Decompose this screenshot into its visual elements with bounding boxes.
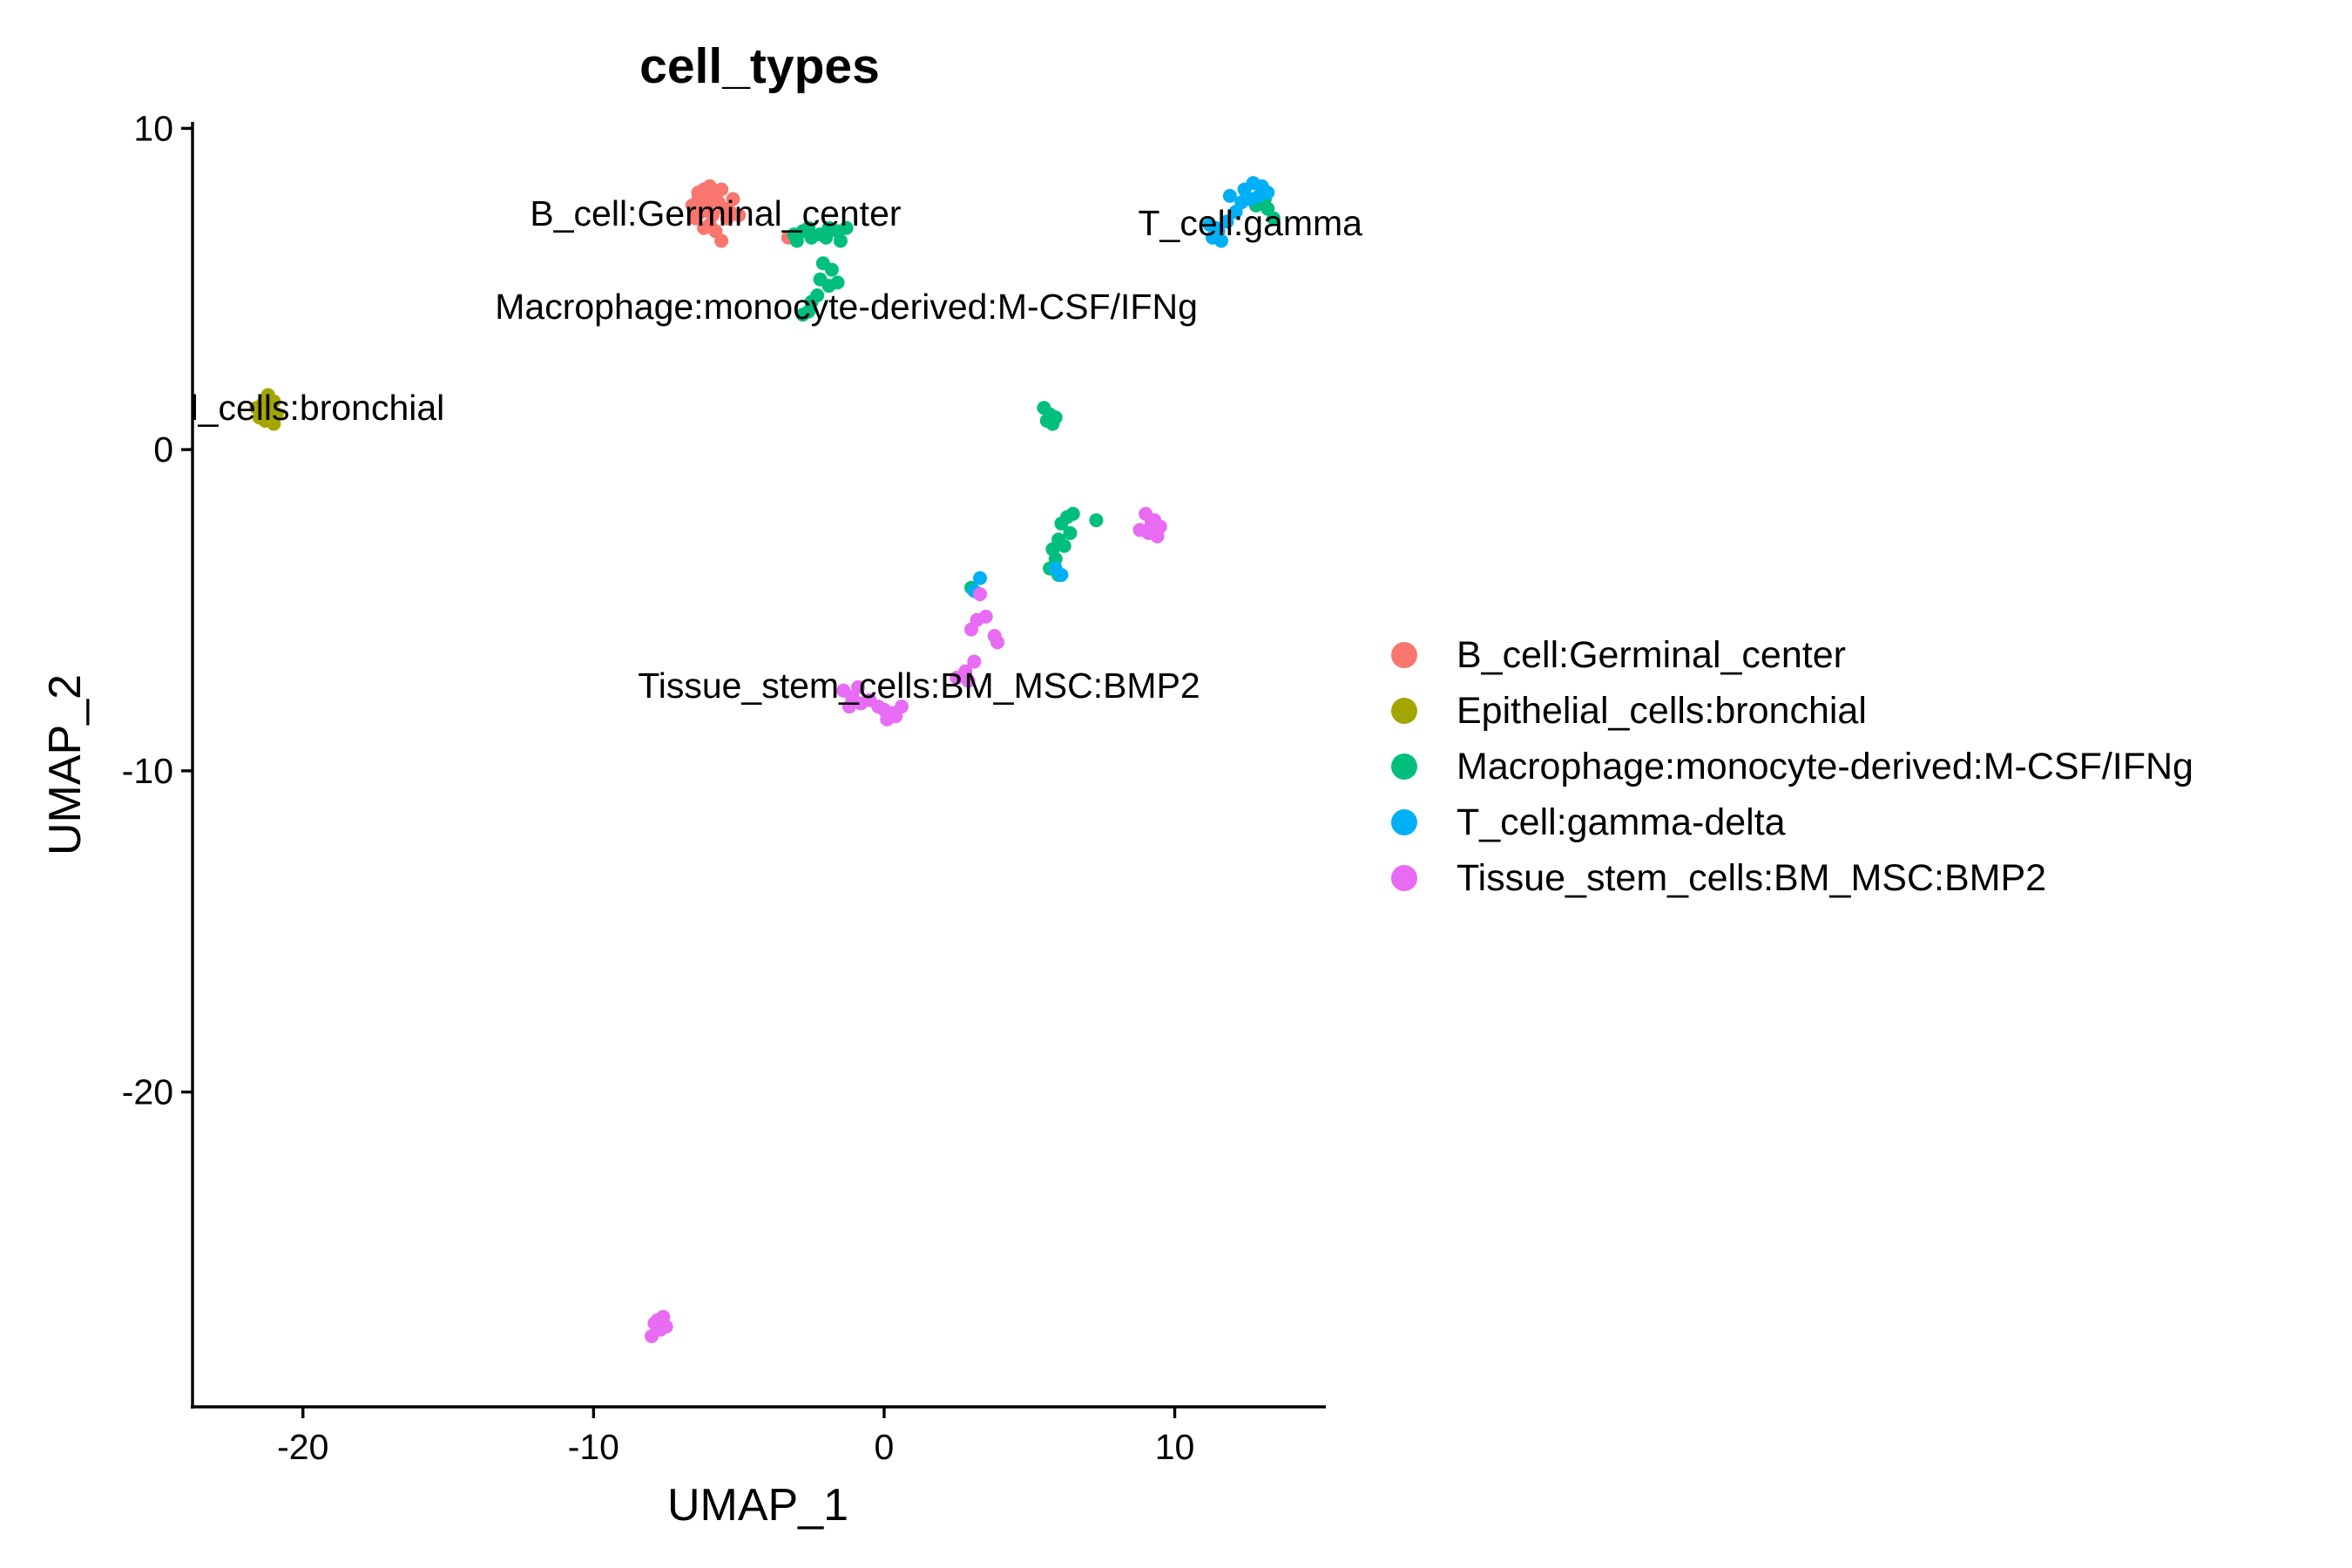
y-tick-label: -10: [122, 751, 173, 791]
point-tissue-stem-cells-bm-msc-bmp2: [964, 622, 979, 637]
point-tissue-stem-cells-bm-msc-bmp2: [967, 654, 982, 669]
cluster-labels-layer: B_cell:Germinal_center T_cell:gamma Macrop…: [191, 193, 1363, 706]
point-t-cell-gamma-delta: [1222, 188, 1237, 203]
legend-label: B_cell:Germinal_center: [1456, 634, 1846, 676]
legend-label: Macrophage:monocyte-derived:M-CSF/IFNg: [1456, 746, 2193, 787]
point-macrophage-monocyte-derived-m-csf-ifng: [1089, 513, 1104, 528]
point-tissue-stem-cells-bm-msc-bmp2: [950, 670, 964, 685]
point-t-cell-gamma-delta: [1054, 567, 1069, 582]
point-tissue-stem-cells-bm-msc-bmp2: [645, 1328, 659, 1343]
point-epithelial-cells-bronchial: [249, 401, 264, 416]
cluster-label: Tissue_stem_cells:BM_MSC:BMP2: [638, 666, 1200, 706]
chart-title: cell_types: [639, 38, 880, 94]
legend-key-macrophage-monocyte-derived-m-csf-ifng: [1391, 754, 1417, 780]
point-macrophage-monocyte-derived-m-csf-ifng: [1054, 516, 1069, 531]
point-tissue-stem-cells-bm-msc-bmp2: [880, 712, 895, 727]
cluster-label: Macrophage:monocyte-derived:M-CSF/IFNg: [495, 287, 1198, 327]
cluster-label: T_cell:gamma: [1139, 203, 1363, 243]
point-b-cell-germinal-center: [726, 192, 740, 206]
y-axis-title: UMAP_2: [40, 674, 91, 855]
point-b-cell-germinal-center: [723, 205, 738, 220]
point-b-cell-germinal-center: [714, 233, 729, 248]
point-b-cell-germinal-center: [685, 198, 700, 213]
point-tissue-stem-cells-bm-msc-bmp2: [850, 680, 865, 694]
point-macrophage-monocyte-derived-m-csf-ifng: [810, 288, 825, 303]
point-tissue-stem-cells-bm-msc-bmp2: [1132, 523, 1147, 537]
cluster-label: l_cells:bronchial: [191, 388, 445, 428]
point-t-cell-gamma-delta: [1213, 233, 1228, 248]
legend: B_cell:Germinal_center Epithelial_cells:b…: [1391, 634, 2193, 899]
y-tick-label: -20: [122, 1072, 173, 1112]
legend-key-b-cell-germinal-center: [1391, 642, 1417, 668]
legend-key-t-cell-gamma-delta: [1391, 809, 1417, 835]
legend-key-epithelial-cells-bronchial: [1391, 698, 1417, 724]
point-macrophage-monocyte-derived-m-csf-ifng: [1057, 538, 1071, 553]
point-macrophage-monocyte-derived-m-csf-ifng: [1266, 211, 1281, 226]
point-macrophage-monocyte-derived-m-csf-ifng: [801, 220, 816, 235]
point-macrophage-monocyte-derived-m-csf-ifng: [795, 308, 810, 322]
point-b-cell-germinal-center: [697, 220, 712, 235]
point-b-cell-germinal-center: [688, 211, 703, 226]
point-macrophage-monocyte-derived-m-csf-ifng: [1045, 416, 1060, 431]
point-epithelial-cells-bronchial: [260, 410, 275, 425]
point-t-cell-gamma-delta: [1228, 205, 1243, 220]
point-tissue-stem-cells-bm-msc-bmp2: [1144, 516, 1159, 531]
y-tick-label: 0: [153, 429, 173, 470]
point-macrophage-monocyte-derived-m-csf-ifng: [789, 233, 804, 248]
point-tissue-stem-cells-bm-msc-bmp2: [973, 587, 988, 602]
point-t-cell-gamma-delta: [1220, 214, 1234, 229]
x-ticks: -20 -10 0 10: [277, 1407, 1194, 1467]
legend-label: Tissue_stem_cells:BM_MSC:BMP2: [1456, 857, 2046, 899]
x-tick-label: -20: [277, 1427, 328, 1467]
x-tick-label: 10: [1155, 1427, 1195, 1467]
point-b-cell-germinal-center: [702, 188, 717, 203]
point-tissue-stem-cells-bm-msc-bmp2: [990, 635, 1005, 650]
legend-key-tissue-stem-cells-bm-msc-bmp2: [1391, 865, 1417, 891]
cluster-label: B_cell:Germinal_center: [530, 193, 901, 233]
point-tissue-stem-cells-bm-msc-bmp2: [961, 673, 976, 688]
point-b-cell-germinal-center: [691, 186, 706, 200]
point-macrophage-monocyte-derived-m-csf-ifng: [830, 275, 845, 290]
legend-label: Epithelial_cells:bronchial: [1456, 690, 1867, 732]
point-b-cell-germinal-center: [714, 182, 729, 197]
point-macrophage-monocyte-derived-m-csf-ifng: [839, 220, 854, 235]
point-tissue-stem-cells-bm-msc-bmp2: [650, 1313, 665, 1328]
point-tissue-stem-cells-bm-msc-bmp2: [841, 700, 856, 714]
point-t-cell-gamma-delta: [973, 571, 988, 585]
point-macrophage-monocyte-derived-m-csf-ifng: [819, 230, 834, 245]
y-ticks: -20 -10 0 10: [122, 108, 193, 1112]
point-macrophage-monocyte-derived-m-csf-ifng: [1063, 526, 1078, 540]
x-tick-label: 0: [875, 1427, 895, 1467]
point-macrophage-monocyte-derived-m-csf-ifng: [833, 233, 848, 248]
x-axis-title: UMAP_1: [667, 1480, 848, 1531]
legend-label: T_cell:gamma-delta: [1456, 801, 1786, 843]
point-t-cell-gamma-delta: [1208, 220, 1223, 235]
y-tick-label: 10: [133, 108, 173, 148]
point-macrophage-monocyte-derived-m-csf-ifng: [824, 262, 839, 277]
point-tissue-stem-cells-bm-msc-bmp2: [1150, 529, 1165, 544]
x-tick-label: -10: [568, 1427, 619, 1467]
points-layer: [249, 176, 1281, 1343]
